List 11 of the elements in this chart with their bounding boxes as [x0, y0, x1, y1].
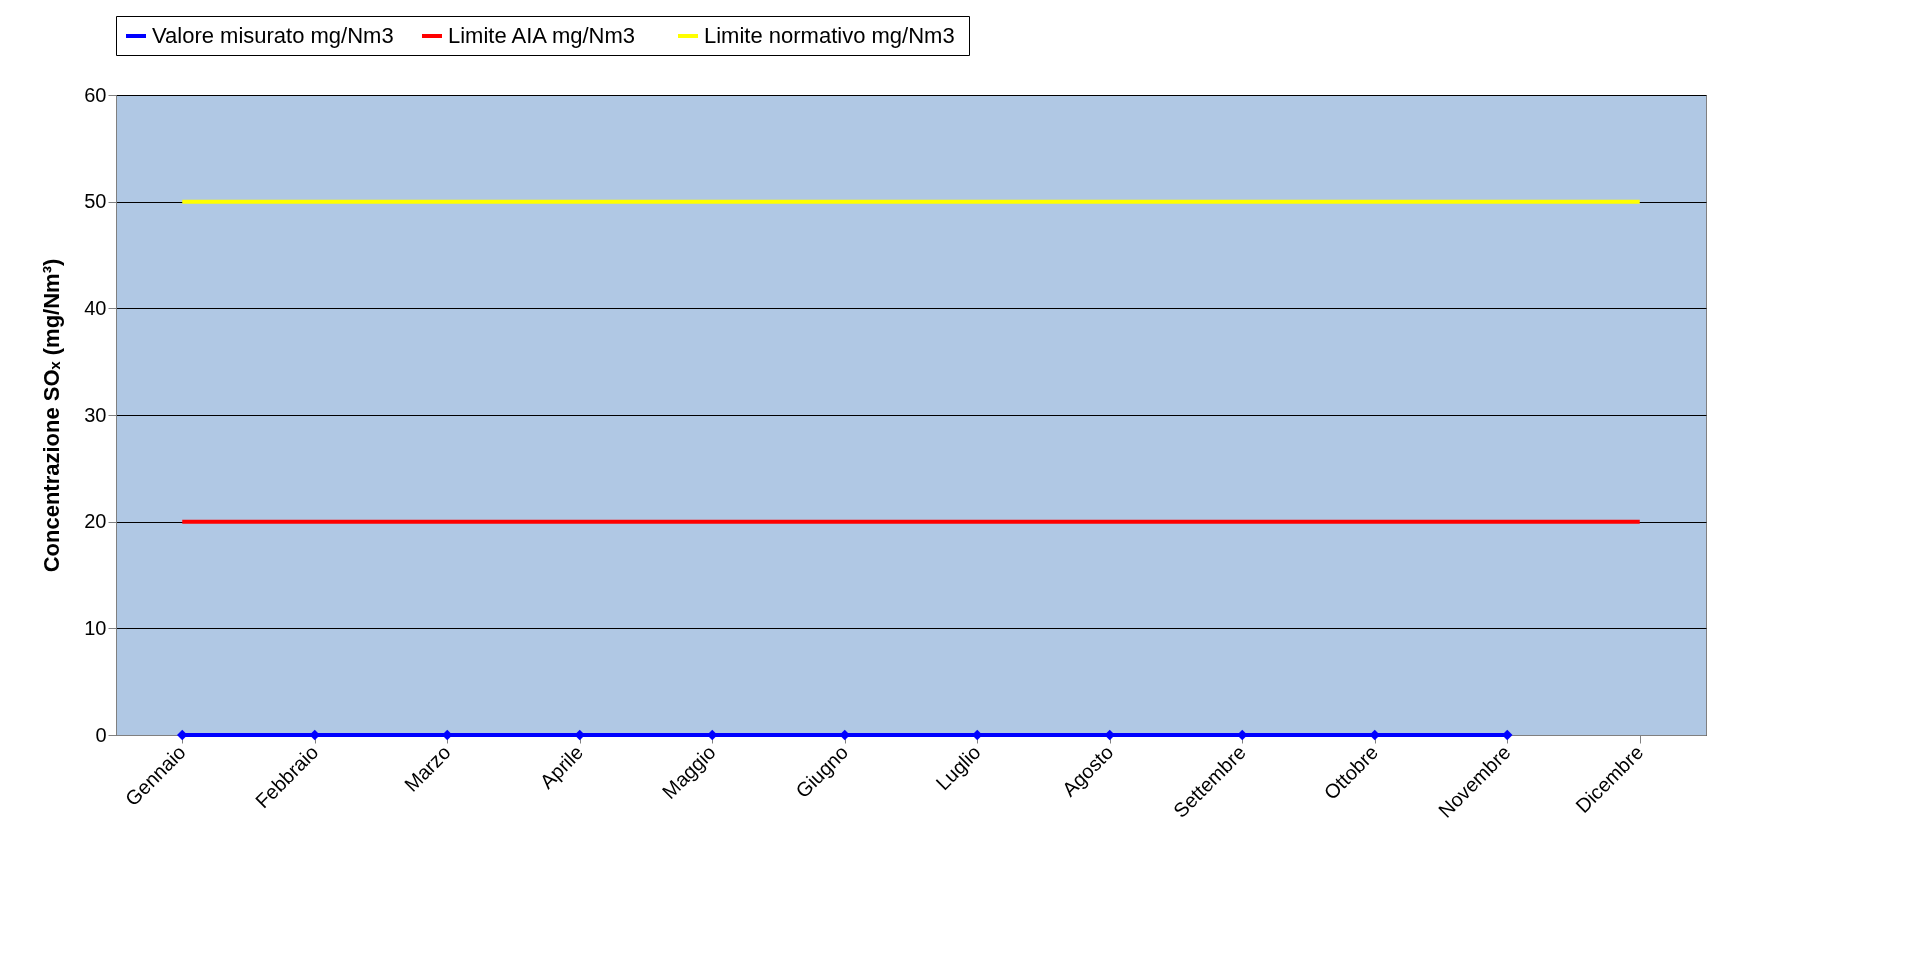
- y-axis-title: Concentrazione SOₓ (mg/Nm³): [39, 258, 65, 573]
- legend-label: Limite AIA mg/Nm3: [448, 23, 636, 48]
- y-tick-label: 40: [84, 296, 107, 319]
- y-tick-label: 0: [95, 723, 107, 746]
- y-tick-label: 60: [84, 83, 107, 106]
- y-tick-label: 50: [84, 190, 107, 213]
- legend-label: Valore misurato mg/Nm3: [152, 23, 394, 48]
- y-tick-label: 10: [84, 616, 107, 639]
- legend-label: Limite normativo mg/Nm3: [704, 23, 955, 48]
- y-tick-label: 20: [84, 510, 107, 533]
- y-tick-label: 30: [84, 403, 107, 426]
